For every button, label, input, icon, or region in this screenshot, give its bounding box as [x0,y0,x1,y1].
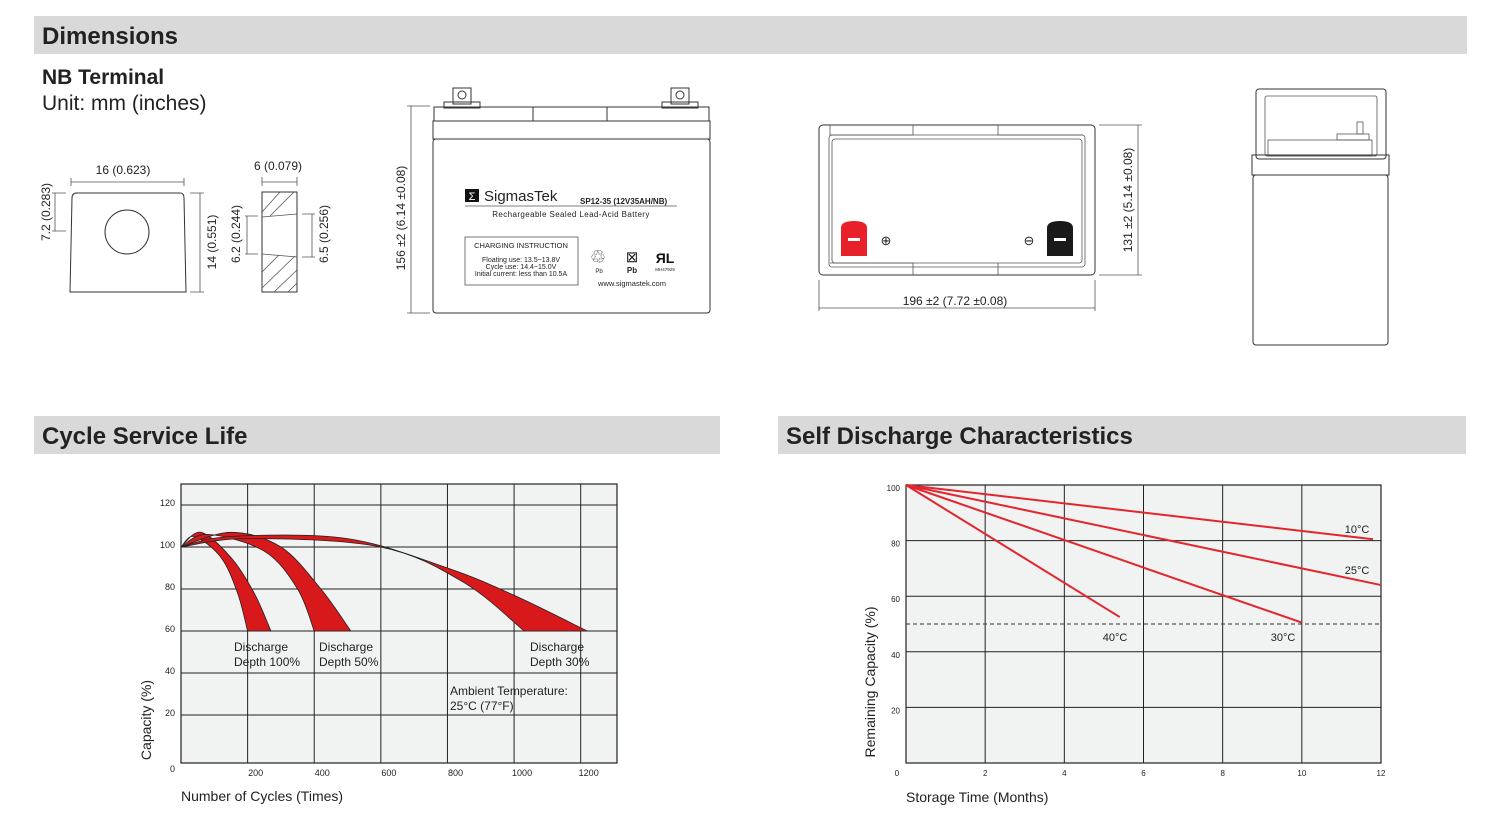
x-tick-label: 1000 [512,768,532,778]
self-discharge-heading: Self Discharge Characteristics [786,423,1133,450]
y-tick-label: 60 [891,595,900,604]
y-tick-label: 20 [891,706,900,715]
svg-text:14 (0.551): 14 (0.551) [205,215,219,270]
svg-text:196 ±2 (7.72 ±0.08): 196 ±2 (7.72 ±0.08) [903,294,1008,308]
x-tick-label: 10 [1297,769,1306,778]
crossed-bin-icon: ⊠ [626,249,639,266]
svg-text:SP12-35 (12V35AH/NB): SP12-35 (12V35AH/NB) [580,197,667,206]
y-tick-label: 40 [891,651,900,660]
svg-text:CHARGING INSTRUCTION: CHARGING INSTRUCTION [474,241,568,250]
battery-front-view: 156 ±2 (6.14 ±0.08) Σ SigmasTek SP12-35 … [394,87,711,314]
x-tick-label: 0 [895,769,900,778]
svg-text:6.5 (0.256): 6.5 (0.256) [317,205,331,263]
x-tick-label: 400 [315,768,330,778]
svg-text:6 (0.079): 6 (0.079) [254,159,302,173]
series-label: 10°C [1345,524,1370,536]
capacity-band [180,534,588,632]
x-tick-label: 12 [1377,769,1386,778]
recycle-icon: ♲ [590,247,606,267]
svg-text:6.2 (0.244): 6.2 (0.244) [229,205,243,263]
svg-text:7.2 (0.283): 7.2 (0.283) [39,183,53,241]
discharge-line [905,484,1374,541]
series-label: Discharge [530,640,584,654]
svg-text:16 (0.623): 16 (0.623) [96,163,151,177]
svg-text:MH47929: MH47929 [655,267,675,272]
dimensions-heading: Dimensions [42,23,178,50]
svg-text:Pb: Pb [595,269,603,275]
self-discharge-chart: 0 2 4 6 8 10 12 20 40 60 80 100 10°C 25°C 30°C 40°C Stor… [862,484,1386,805]
x-tick-label: 4 [1062,769,1067,778]
series-label: 30°C [1271,632,1296,644]
y-tick-label: 100 [160,540,175,550]
annotation-text: Ambient Temperature: [450,684,568,698]
dimensions-header-bar [34,16,1467,54]
series-label: Depth 30% [530,655,590,669]
x-axis-label: Number of Cycles (Times) [181,788,343,804]
terminal-drawing: 16 (0.623) 7.2 (0.283) 14 (0.551) 6 (0.0… [39,159,331,293]
svg-text:Pb: Pb [627,266,637,275]
x-tick-label: 600 [381,768,396,778]
series-label: Depth 100% [234,655,300,669]
x-tick-label: 6 [1141,769,1146,778]
y-axis-label: Capacity (%) [138,680,154,760]
series-label: Depth 50% [319,655,379,669]
svg-text:Initial current: less than 10.: Initial current: less than 10.5A [475,271,568,278]
cycle-service-life-chart: 200 400 600 800 1000 1200 0 20 40 60 80 100 120 Disch… [138,483,618,804]
battery-top-view: ⊕ ⊖ 131 ±2 (5.14 ±0.08) 196 ±2 (7.72 ±0.… [818,124,1142,311]
capacity-band [180,531,272,632]
y-tick-label: 60 [165,624,175,634]
svg-text:156 ±2 (6.14 ±0.08): 156 ±2 (6.14 ±0.08) [394,166,408,271]
x-tick-label: 1200 [579,768,599,778]
y-tick-label: 0 [170,764,175,774]
y-axis-label: Remaining Capacity (%) [862,607,878,758]
svg-text:Floating use: 13.5~13.8V: Floating use: 13.5~13.8V [482,257,560,264]
series-label: 25°C [1345,565,1370,577]
svg-text:Rechargeable Sealed Lead-Acid: Rechargeable Sealed Lead-Acid Battery [492,210,650,219]
brand-name: SigmasTek [484,188,558,205]
cycle-heading: Cycle Service Life [42,423,247,450]
sigma-logo-icon: Σ [469,191,476,203]
terminal-title: NB Terminal [42,66,164,89]
x-tick-label: 8 [1220,769,1225,778]
x-tick-label: 800 [448,768,463,778]
series-label: Discharge [234,640,288,654]
minus-icon: ⊖ [1024,233,1035,248]
svg-text:www.sigmastek.com: www.sigmastek.com [597,279,666,288]
cycle-header-bar [34,416,720,454]
y-tick-label: 80 [891,540,900,549]
svg-text:Cycle use: 14.4~15.0V: Cycle use: 14.4~15.0V [486,264,557,271]
x-axis-label: Storage Time (Months) [906,789,1048,805]
unit-label: Unit: mm (inches) [42,92,207,115]
y-tick-label: 20 [165,708,175,718]
series-label: 40°C [1103,632,1128,644]
y-tick-label: 40 [165,666,175,676]
svg-text:131 ±2 (5.14 ±0.08): 131 ±2 (5.14 ±0.08) [1121,148,1135,253]
y-tick-label: 120 [160,498,175,508]
self-discharge-header-bar [778,416,1466,454]
y-tick-label: 80 [165,582,175,592]
discharge-line [905,484,1121,618]
x-tick-label: 200 [248,768,263,778]
battery-side-view [1251,88,1390,346]
series-label: Discharge [319,640,373,654]
plus-icon: ⊕ [881,233,892,248]
ul-mark-icon: ЯL [656,250,675,266]
annotation-text: 25°C (77°F) [450,699,514,713]
x-tick-label: 2 [983,769,988,778]
y-tick-label: 100 [887,484,901,493]
discharge-line [905,484,1382,587]
discharge-line [905,484,1303,624]
